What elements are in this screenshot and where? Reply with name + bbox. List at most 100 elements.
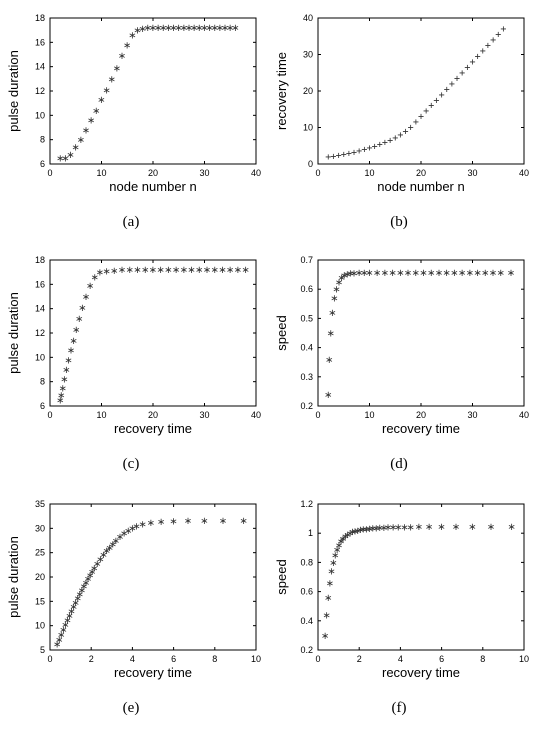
- y-axis-title: pulse duration: [6, 50, 21, 132]
- data-point: ∗: [365, 268, 373, 279]
- chart-svg: 0 10 20 30 40 6 8 10 12 14 16 18 recovery time pulse …: [6, 255, 261, 436]
- x-tick-label: 8: [212, 654, 217, 664]
- data-point: +: [403, 127, 409, 138]
- data-point: ∗: [365, 524, 373, 535]
- x-tick-label: 0: [315, 168, 320, 178]
- data-point: ∗: [133, 26, 141, 37]
- data-point: ∗: [139, 519, 147, 530]
- data-point: ∗: [112, 536, 120, 547]
- data-point: ∗: [324, 390, 332, 401]
- data-point: ∗: [497, 268, 505, 279]
- data-point: +: [382, 138, 388, 149]
- data-point: +: [459, 68, 465, 79]
- data-point: +: [397, 130, 403, 141]
- data-point: ∗: [72, 325, 80, 336]
- data-point: ∗: [369, 524, 377, 535]
- data-point: ∗: [330, 293, 338, 304]
- x-tick-label: 8: [480, 654, 485, 664]
- data-point: ∗: [394, 522, 402, 533]
- data-point: ∗: [407, 522, 415, 533]
- data-point: ∗: [124, 526, 132, 537]
- panel-caption: (e): [122, 700, 140, 716]
- y-tick-label: 40: [303, 13, 313, 23]
- data-point: ∗: [218, 265, 226, 276]
- data-point: ∗: [154, 23, 162, 34]
- y-tick-label: 20: [303, 86, 313, 96]
- chart-svg: 0 2 4 6 8 10 5 10 15 20 25 30 35 recovery time pulse d…: [6, 499, 261, 680]
- data-point: ∗: [92, 106, 100, 117]
- data-point: ∗: [425, 522, 433, 533]
- data-point: +: [325, 152, 331, 163]
- data-point: ∗: [348, 527, 356, 538]
- data-point: +: [408, 122, 414, 133]
- y-tick-label: 8: [40, 135, 45, 145]
- y-axis-title: pulse duration: [6, 536, 21, 618]
- chart-svg: 0 10 20 30 40 0.2 0.3 0.4 0.5 0.6 0.7 recovery time…: [274, 255, 529, 436]
- data-point: ∗: [203, 265, 211, 276]
- data-point: ∗: [59, 625, 67, 636]
- y-tick-label: 30: [35, 523, 45, 533]
- x-tick-label: 20: [148, 168, 158, 178]
- y-tick-label: 0.6: [300, 587, 313, 597]
- x-tick-label: 30: [199, 168, 209, 178]
- x-tick-label: 0: [47, 654, 52, 664]
- data-point: ∗: [169, 23, 177, 34]
- data-point: +: [454, 73, 460, 84]
- data-point: ∗: [96, 554, 104, 565]
- data-point: +: [366, 143, 372, 154]
- y-axis-title: speed: [274, 559, 289, 594]
- data-point: +: [392, 133, 398, 144]
- data-point: ∗: [362, 524, 370, 535]
- data-point: ∗: [231, 23, 239, 34]
- data-point: ∗: [69, 602, 77, 613]
- y-tick-label: 0.5: [300, 313, 313, 323]
- data-point: ∗: [56, 153, 64, 164]
- chart-panel: 0 10 20 30 40 6 8 10 12 14 16 18 node number n pulse …: [0, 0, 262, 240]
- data-point: ∗: [239, 516, 247, 527]
- data-point: ∗: [164, 23, 172, 34]
- data-point: ∗: [113, 63, 121, 74]
- data-point: ∗: [350, 268, 358, 279]
- x-axis-title: recovery time: [382, 421, 460, 436]
- data-point: +: [480, 46, 486, 57]
- data-point: ∗: [66, 150, 74, 161]
- data-point: ∗: [106, 543, 114, 554]
- data-point: +: [341, 150, 347, 161]
- data-point: ∗: [332, 285, 340, 296]
- data-point: ∗: [337, 537, 345, 548]
- data-point: ∗: [78, 586, 86, 597]
- x-axis-title: recovery time: [382, 665, 460, 680]
- plot-frame: [49, 259, 257, 407]
- chart-svg: 0 10 20 30 40 6 8 10 12 14 16 18 node number n pulse …: [6, 13, 261, 194]
- y-tick-label: 0.2: [300, 401, 313, 411]
- data-point: ∗: [118, 51, 126, 62]
- x-tick-label: 0: [315, 654, 320, 664]
- data-point: ∗: [373, 268, 381, 279]
- data-point: ∗: [226, 265, 234, 276]
- data-point: +: [464, 62, 470, 73]
- data-point: ∗: [82, 292, 90, 303]
- x-tick-label: 2: [89, 654, 94, 664]
- data-point: ∗: [376, 523, 384, 534]
- data-point: ∗: [343, 530, 351, 541]
- data-point: ∗: [331, 551, 339, 562]
- data-point: ∗: [242, 265, 250, 276]
- data-point: ∗: [56, 395, 64, 406]
- data-point: ∗: [53, 640, 61, 651]
- data-point: ∗: [116, 532, 124, 543]
- data-point: ∗: [324, 593, 332, 604]
- y-tick-label: 0.2: [300, 645, 313, 655]
- data-point: ∗: [63, 615, 71, 626]
- data-point: ∗: [159, 23, 167, 34]
- data-point: ∗: [133, 265, 141, 276]
- data-point: ∗: [389, 523, 397, 534]
- data-point: +: [500, 24, 506, 35]
- x-tick-label: 20: [148, 410, 158, 420]
- data-point: ∗: [450, 268, 458, 279]
- data-point: ∗: [355, 268, 363, 279]
- data-point: ∗: [109, 539, 117, 550]
- chart-panel: 0 10 20 30 40 6 8 10 12 14 16 18 recovery time pulse …: [0, 242, 262, 482]
- data-point: +: [377, 139, 383, 150]
- data-point: ∗: [400, 522, 408, 533]
- plot-frame: [317, 503, 525, 651]
